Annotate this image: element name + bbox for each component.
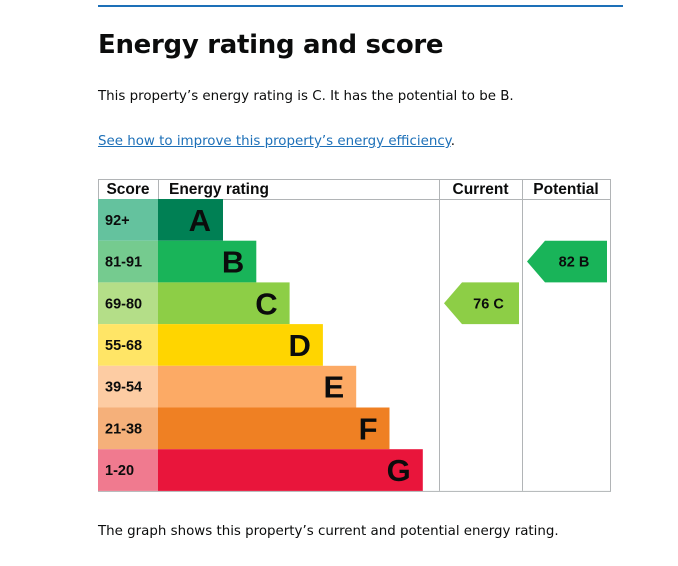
score-range-c: 69-80 <box>105 296 142 312</box>
rating-bar-f <box>158 407 390 450</box>
score-cell-d <box>98 324 158 366</box>
rating-bar-a <box>158 199 223 241</box>
rating-letter-g: G <box>387 453 411 488</box>
score-cell-b <box>98 240 158 283</box>
current-rating-arrow <box>444 282 519 325</box>
chart-caption: The graph shows this property’s current … <box>98 524 559 539</box>
page-title: Energy rating and score <box>98 30 444 60</box>
top-rule <box>98 5 623 7</box>
potential-rating-label: 82 B <box>559 255 590 271</box>
score-cell-g <box>98 449 158 491</box>
current-rating-label: 76 C <box>473 296 504 312</box>
header-potential: Potential <box>533 181 598 198</box>
rating-bar-b <box>158 240 257 283</box>
rating-letter-d: D <box>289 328 311 363</box>
rating-bar-g <box>158 449 423 491</box>
rating-bar-d <box>158 324 323 366</box>
rating-letter-f: F <box>359 411 378 446</box>
rating-letter-e: E <box>324 370 345 405</box>
improve-efficiency-link[interactable]: See how to improve this property’s energ… <box>98 134 451 149</box>
rating-letter-c: C <box>255 286 277 321</box>
score-range-b: 81-91 <box>105 255 142 271</box>
score-range-d: 55-68 <box>105 338 142 354</box>
score-cell-a <box>98 199 158 241</box>
score-range-f: 21-38 <box>105 421 142 437</box>
rating-letter-b: B <box>222 245 244 280</box>
rating-bar-c <box>158 282 290 325</box>
score-range-g: 1-20 <box>105 463 134 479</box>
score-cell-e <box>98 365 158 408</box>
rating-bar-e <box>158 365 357 408</box>
score-cell-c <box>98 282 158 325</box>
improve-link-suffix: . <box>450 134 455 149</box>
rating-letter-a: A <box>189 203 211 238</box>
header-energy-rating: Energy rating <box>169 181 269 198</box>
header-current: Current <box>453 181 509 198</box>
potential-rating-arrow <box>527 240 607 283</box>
improve-line: See how to improve this property’s energ… <box>98 132 455 152</box>
header-score: Score <box>106 181 149 198</box>
score-cell-f <box>98 407 158 450</box>
score-range-a: 92+ <box>105 213 130 229</box>
score-range-e: 39-54 <box>105 380 142 396</box>
rating-summary: This property’s energy rating is C. It h… <box>98 89 514 104</box>
